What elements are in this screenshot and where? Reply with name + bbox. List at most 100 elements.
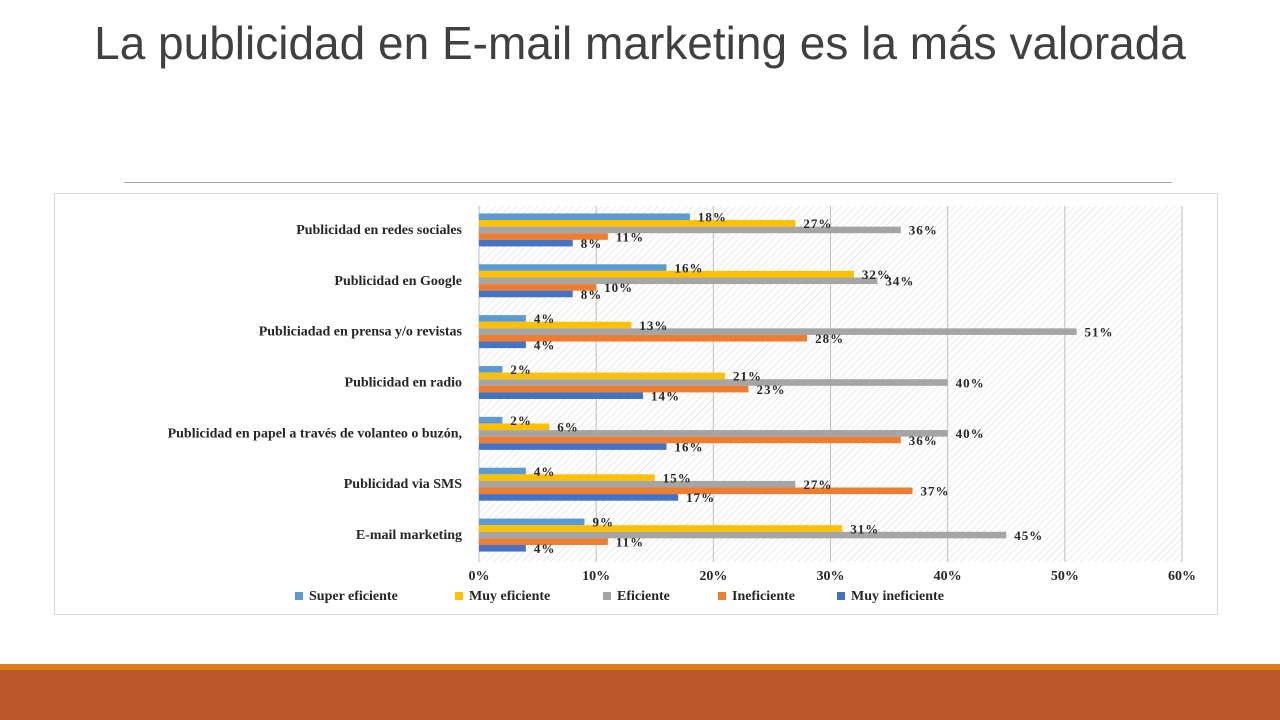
data-label: 13% [639,318,668,333]
bar [479,443,667,450]
data-label: 4% [534,541,556,556]
footer-accent-line [0,664,1280,670]
data-label: 40% [956,375,985,390]
x-tick-label: 30% [817,569,845,584]
bar [479,321,632,329]
data-label: 18% [698,210,727,225]
x-tick-label: 10% [582,569,610,584]
category-label: Publiciadad en prensa y/o revistas [259,325,463,340]
bar [479,423,550,431]
bar [479,277,878,285]
legend-swatch [837,592,845,600]
data-label: 36% [909,223,938,238]
category-label: Publicidad en Google [334,274,462,289]
data-label: 37% [921,484,950,499]
legend-label: Super eficiente [309,589,398,604]
bar [479,430,948,437]
footer-band [0,670,1280,720]
bar [479,233,608,240]
x-tick-label: 0% [469,569,490,584]
bar [479,334,808,342]
bar [479,487,913,495]
data-label: 6% [557,420,579,435]
bar [479,494,679,501]
x-tick-label: 50% [1051,569,1079,584]
bar [479,525,843,532]
bar [479,315,526,322]
bar [479,467,526,475]
data-label: 45% [1014,528,1043,543]
legend-swatch [455,592,463,600]
data-label: 14% [651,389,680,404]
bar [479,264,667,271]
data-label: 51% [1085,324,1114,339]
x-tick-label: 60% [1168,569,1196,584]
legend-swatch [718,592,726,600]
data-label: 8% [581,236,603,251]
bar [479,226,901,234]
bar [479,341,526,349]
data-label: 16% [674,439,703,454]
data-label: 9% [592,515,614,530]
data-label: 8% [581,287,603,302]
data-label: 4% [534,311,556,326]
bar [479,213,690,221]
bar [479,284,597,291]
data-label: 11% [616,229,644,244]
bar [479,544,526,552]
bar [479,392,644,399]
data-label: 11% [616,534,644,549]
slide-title: La publicidad en E-mail marketing es la … [94,17,1186,69]
data-label: 4% [534,464,556,479]
data-label: 27% [803,477,832,492]
x-tick-label: 40% [934,569,962,584]
data-label: 31% [850,521,879,536]
bar [479,538,608,545]
bar [479,270,854,278]
legend-swatch [295,592,303,600]
data-label: 2% [510,413,532,428]
data-label: 23% [756,382,785,397]
data-label: 4% [534,338,556,353]
bar [479,379,948,386]
category-label: Publicidad via SMS [344,477,462,492]
data-label: 21% [733,369,762,384]
bar [479,480,796,488]
data-label: 40% [956,426,985,441]
bar [479,239,573,247]
bar [479,372,726,380]
data-label: 34% [885,274,914,289]
legend-label: Muy eficiente [469,589,550,604]
bar [479,531,1007,539]
category-label: Publicidad en radio [345,376,462,391]
legend-swatch [603,592,611,600]
category-label: Publicidad en redes sociales [296,223,462,238]
bar [479,220,796,227]
bar [479,416,503,424]
bar-chart: Publicidad en redes sociales Publicidad e… [168,206,1196,604]
legend-label: Muy ineficiente [851,589,944,604]
bar [479,366,503,373]
chart-frame: Publicidad en redes sociales Publicidad e… [54,193,1218,615]
category-label: Publicidad en papel a través de volanteo… [168,426,462,441]
data-label: 15% [663,470,692,485]
data-label: 36% [909,433,938,448]
bar [479,290,573,298]
legend-label: Ineficiente [732,589,795,604]
bar [479,436,901,444]
data-label: 27% [803,216,832,231]
bar [479,518,585,526]
bar [479,474,655,481]
category-label: E-mail marketing [356,528,462,543]
bar [479,385,749,393]
legend-label: Eficiente [617,589,670,604]
data-label: 28% [815,331,844,346]
data-label: 2% [510,362,532,377]
data-label: 32% [862,267,891,282]
x-tick-label: 20% [699,569,727,584]
data-label: 17% [686,490,715,505]
data-label: 16% [674,260,703,275]
data-label: 10% [604,280,633,295]
title-divider [124,182,1172,183]
bar [479,328,1077,335]
